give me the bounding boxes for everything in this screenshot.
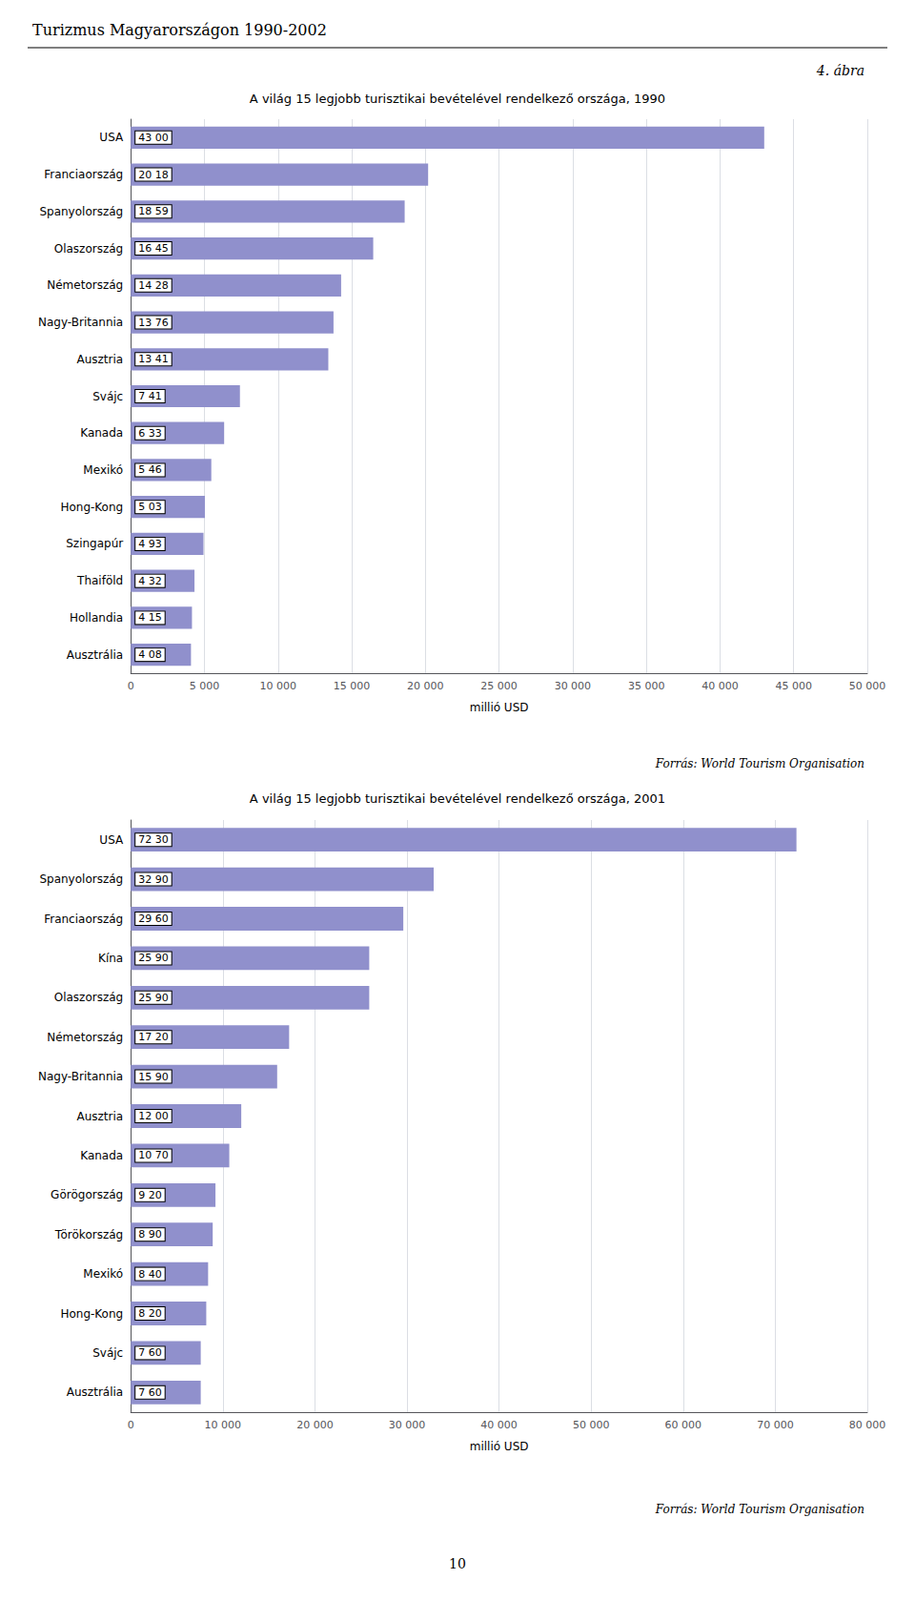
svg-text:millió USD: millió USD	[469, 700, 529, 714]
svg-text:Kanada: Kanada	[80, 426, 123, 440]
svg-text:40 000: 40 000	[701, 679, 739, 692]
svg-text:70 000: 70 000	[756, 1418, 794, 1431]
svg-text:Olaszország: Olaszország	[54, 242, 123, 256]
svg-text:20 000: 20 000	[406, 679, 445, 692]
svg-text:0: 0	[127, 1418, 135, 1431]
svg-text:25 000: 25 000	[480, 679, 518, 692]
svg-text:18 59: 18 59	[138, 204, 169, 218]
svg-text:5 03: 5 03	[138, 500, 163, 513]
svg-text:Görögország: Görögország	[50, 1187, 123, 1201]
svg-text:7 60: 7 60	[138, 1385, 163, 1399]
svg-text:Hong-Kong: Hong-Kong	[60, 500, 123, 514]
svg-text:Törökország: Törökország	[54, 1227, 123, 1241]
svg-text:10 000: 10 000	[260, 679, 298, 692]
svg-text:13 41: 13 41	[138, 352, 169, 366]
svg-text:A világ 15 legjobb turisztikai: A világ 15 legjobb turisztikai bevételév…	[249, 791, 666, 806]
svg-text:Mexikó: Mexikó	[82, 463, 123, 477]
svg-text:8 40: 8 40	[138, 1267, 163, 1281]
svg-text:Thaiföld: Thaiföld	[76, 573, 123, 588]
svg-text:Ausztrália: Ausztrália	[66, 648, 123, 662]
svg-text:72 30: 72 30	[138, 833, 169, 846]
svg-text:14 28: 14 28	[138, 279, 169, 292]
svg-text:30 000: 30 000	[388, 1418, 427, 1431]
svg-text:80 000: 80 000	[849, 1418, 887, 1431]
svg-text:20 000: 20 000	[296, 1418, 334, 1431]
svg-text:30 000: 30 000	[554, 679, 592, 692]
svg-text:Kína: Kína	[98, 951, 123, 965]
svg-text:Hong-Kong: Hong-Kong	[60, 1306, 123, 1321]
svg-text:25 90: 25 90	[138, 951, 169, 964]
svg-text:40 000: 40 000	[480, 1418, 518, 1431]
svg-text:10 000: 10 000	[204, 1418, 243, 1431]
svg-text:Hollandia: Hollandia	[69, 610, 123, 625]
svg-text:45 000: 45 000	[774, 679, 813, 692]
svg-text:Franciaország: Franciaország	[43, 167, 123, 182]
svg-text:Ausztria: Ausztria	[76, 352, 123, 366]
svg-text:16 45: 16 45	[138, 242, 169, 255]
svg-text:Németország: Németország	[46, 278, 123, 292]
svg-text:10: 10	[448, 1555, 467, 1571]
svg-text:10 70: 10 70	[138, 1148, 169, 1161]
svg-text:Szingapúr: Szingapúr	[65, 536, 123, 550]
svg-text:USA: USA	[99, 833, 124, 847]
svg-text:15 90: 15 90	[138, 1070, 169, 1083]
svg-text:0: 0	[127, 679, 135, 692]
svg-text:20 18: 20 18	[138, 168, 169, 182]
svg-text:Mexikó: Mexikó	[82, 1266, 123, 1281]
svg-text:35 000: 35 000	[628, 679, 666, 692]
svg-text:7 41: 7 41	[138, 389, 163, 403]
svg-text:5 000: 5 000	[189, 679, 221, 692]
svg-text:Forrás: World Tourism Organisa: Forrás: World Tourism Organisation	[654, 1502, 865, 1516]
svg-text:Franciaország: Franciaország	[43, 912, 123, 926]
svg-text:13 76: 13 76	[138, 316, 169, 329]
svg-text:Nagy-Britannia: Nagy-Britannia	[38, 1069, 123, 1083]
svg-text:Ausztrália: Ausztrália	[66, 1384, 123, 1399]
svg-text:Spanyolország: Spanyolország	[39, 204, 123, 219]
svg-text:Turizmus Magyarországon 1990-2: Turizmus Magyarországon 1990-2002	[32, 20, 327, 40]
svg-text:Nagy-Britannia: Nagy-Britannia	[38, 315, 123, 329]
svg-text:4 15: 4 15	[138, 610, 163, 624]
svg-text:Svájc: Svájc	[92, 1345, 123, 1360]
svg-text:6 33: 6 33	[138, 427, 163, 440]
svg-text:A világ 15 legjobb turisztikai: A világ 15 legjobb turisztikai bevételév…	[249, 91, 666, 106]
svg-text:50 000: 50 000	[572, 1418, 610, 1431]
svg-text:Németország: Németország	[46, 1030, 123, 1044]
svg-text:25 90: 25 90	[138, 991, 169, 1004]
svg-text:millió USD: millió USD	[469, 1439, 529, 1453]
svg-text:43 00: 43 00	[138, 131, 169, 144]
svg-text:4. ábra: 4. ábra	[815, 62, 865, 79]
svg-text:15 000: 15 000	[333, 679, 371, 692]
svg-text:Svájc: Svájc	[92, 389, 123, 404]
svg-text:17 20: 17 20	[138, 1030, 169, 1043]
svg-text:8 90: 8 90	[138, 1227, 163, 1241]
svg-text:9 20: 9 20	[138, 1188, 163, 1201]
svg-text:Forrás: World Tourism Organisa: Forrás: World Tourism Organisation	[654, 756, 865, 771]
svg-text:5 46: 5 46	[138, 463, 163, 476]
svg-text:12 00: 12 00	[138, 1109, 169, 1122]
svg-text:Ausztria: Ausztria	[76, 1109, 123, 1123]
svg-text:60 000: 60 000	[665, 1418, 703, 1431]
svg-text:USA: USA	[99, 130, 124, 144]
svg-text:50 000: 50 000	[849, 679, 887, 692]
svg-text:Olaszország: Olaszország	[54, 990, 123, 1004]
svg-text:7 60: 7 60	[138, 1345, 163, 1359]
svg-text:29 60: 29 60	[138, 912, 169, 925]
svg-text:Spanyolország: Spanyolország	[39, 872, 123, 886]
svg-text:4 93: 4 93	[138, 537, 163, 550]
svg-text:4 32: 4 32	[138, 574, 163, 588]
svg-text:8 20: 8 20	[138, 1306, 163, 1320]
svg-text:Kanada: Kanada	[80, 1148, 123, 1162]
svg-text:4 08: 4 08	[138, 648, 163, 661]
svg-text:32 90: 32 90	[138, 873, 169, 886]
